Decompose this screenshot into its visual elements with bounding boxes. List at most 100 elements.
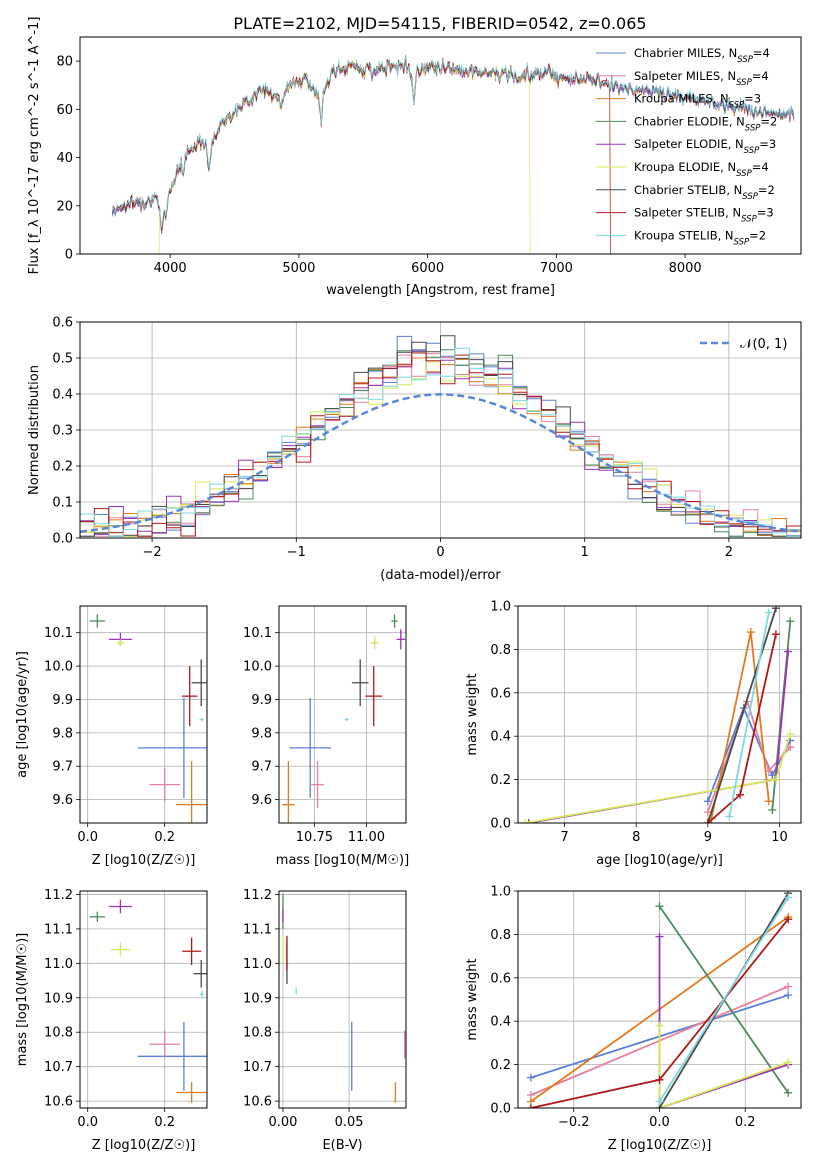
weight-vs-Z-marker — [526, 1073, 535, 1082]
spectrum-ytick-label: 0 — [65, 248, 73, 263]
spectrum-ytick-label: 60 — [56, 103, 73, 118]
mass-vs-Z-point — [110, 942, 131, 957]
weight-vs-Z-ytick-label: 0.4 — [490, 1015, 511, 1030]
mass-vs-Z-point — [137, 1021, 207, 1091]
weight-vs-age-ylabel: mass weight — [465, 673, 480, 755]
weight-vs-Z-xtick-label: 0.2 — [735, 1115, 756, 1130]
spectrum-frame — [79, 36, 802, 255]
reference-legend-label: 𝒩(0, 1) — [740, 337, 787, 352]
age-vs-mass-point — [289, 697, 332, 798]
age-vs-Z-point — [176, 761, 207, 823]
legend-label: Kroupa ELODIE, NSSP=4 — [634, 160, 769, 179]
mass-vs-ebv-xtick-label: 0.05 — [335, 1115, 364, 1130]
weight-vs-age-marker — [703, 819, 712, 823]
mass-vs-Z-point — [89, 911, 106, 922]
mass-vs-Z-xtick-label: 0.2 — [154, 1115, 175, 1130]
residuals-ytick-label: 0.4 — [52, 388, 73, 403]
weight-vs-Z-marker — [784, 991, 793, 1000]
weight-vs-Z-marker — [655, 932, 664, 941]
weight-vs-Z-marker — [655, 1097, 664, 1106]
weight-vs-age-marker — [768, 805, 777, 814]
age-vs-Z-plot-area — [89, 614, 207, 823]
weight-vs-age-line — [728, 612, 770, 817]
weight-vs-age-ytick-label: 0.2 — [490, 773, 511, 788]
weight-vs-Z-xlabel: Z [log10(Z/Z☉)] — [608, 1138, 712, 1153]
mass-vs-Z-ylabel: mass [log10(M/M☉)] — [15, 933, 30, 1066]
spectrum-xlabel: wavelength [Angstrom, rest frame] — [326, 283, 555, 298]
weight-vs-age-xtick-label: 7 — [560, 830, 568, 845]
age-vs-mass-point — [282, 761, 295, 823]
spectrum-ytick-label: 80 — [56, 55, 73, 70]
age-vs-mass-point — [396, 629, 405, 650]
weight-vs-age-panel: 7 8 9 10 0.0 0.2 0.4 0.6 0.8 1.0 age [log10(age/yr… — [465, 600, 802, 868]
mass-vs-Z-frame — [79, 890, 208, 1109]
age-vs-mass-point — [365, 666, 383, 727]
residuals-ytick-label: 0.1 — [52, 496, 73, 511]
mass-vs-Z-plot-area — [89, 899, 207, 1103]
weight-vs-age-marker — [771, 630, 780, 639]
age-vs-Z-frame — [79, 605, 208, 824]
weight-vs-age-marker — [703, 797, 712, 806]
age-vs-mass-ytick-label: 9.8 — [251, 726, 272, 741]
age-vs-mass-point — [344, 717, 349, 722]
residuals-ytick-label: 0.6 — [52, 316, 73, 331]
age-vs-mass-point — [370, 636, 379, 650]
mass-vs-Z-ytick-label: 11.0 — [44, 957, 73, 972]
residuals-hist-kroupa-stelib — [80, 347, 801, 538]
mass-vs-ebv-ytick-label: 10.6 — [243, 1095, 272, 1110]
mass-vs-Z-point — [181, 937, 202, 966]
spectrum-ylabel: Flux [f_λ 10^-17 erg cm^-2 s^-1 A^-1] — [27, 17, 42, 275]
weight-vs-age-marker — [786, 730, 795, 739]
spectrum-plot-area — [111, 55, 795, 254]
weight-vs-Z-xtick-label: 0.0 — [649, 1115, 670, 1130]
legend-label: Chabrier STELIB, NSSP=2 — [634, 183, 775, 202]
residuals-xtick-label: 0 — [436, 545, 444, 560]
age-vs-mass-ytick-label: 10.1 — [243, 626, 272, 641]
age-vs-mass-xlabel: mass [log10(M/M☉)] — [276, 853, 409, 868]
age-vs-Z-ylabel: age [log10(age/yr)] — [15, 651, 30, 778]
mass-vs-ebv-plot-area — [282, 894, 406, 1103]
age-vs-mass-ytick-label: 9.6 — [251, 793, 272, 808]
residuals-xtick-label: 1 — [581, 545, 589, 560]
spectrum-ytick-label: 40 — [56, 151, 73, 166]
weight-vs-age-ytick-label: 0.0 — [490, 817, 511, 832]
mass-vs-ebv-xlabel: E(B-V) — [322, 1138, 362, 1153]
spectrum-xtick-label: 4000 — [154, 261, 187, 276]
weight-vs-age-marker — [784, 647, 793, 656]
weight-vs-Z-marker — [526, 1104, 535, 1108]
weight-vs-Z-ylabel: mass weight — [465, 958, 480, 1040]
mass-vs-ebv-panel: 0.00 0.05 10.6 10.7 10.8 10.9 11.0 11.1 11.2 E(B-… — [243, 888, 407, 1153]
age-vs-mass-panel: 10.75 11.00 9.6 9.7 9.8 9.9 10.0 10.1 mass [log1… — [243, 605, 409, 868]
mass-vs-Z-ytick-label: 10.7 — [44, 1060, 73, 1075]
spectrum-line-kroupa-stelib — [111, 56, 795, 228]
age-vs-mass-point — [351, 659, 369, 707]
mass-vs-Z-xlabel: Z [log10(Z/Z☉)] — [92, 1138, 196, 1153]
weight-vs-age-marker — [736, 790, 745, 799]
residuals-xtick-label: −2 — [143, 545, 162, 560]
weight-vs-age-ytick-label: 0.4 — [490, 730, 511, 745]
age-vs-Z-point — [181, 666, 198, 727]
weight-vs-age-marker — [764, 608, 773, 617]
mass-vs-Z-point — [176, 1082, 207, 1103]
weight-vs-Z-marker — [784, 915, 793, 924]
weight-vs-age-line — [707, 607, 777, 823]
mass-vs-Z-point — [200, 990, 204, 998]
age-vs-Z-point — [137, 697, 207, 798]
mass-vs-Z-ytick-label: 10.9 — [44, 991, 73, 1006]
legend-label: Chabrier ELODIE, NSSP=2 — [634, 114, 777, 133]
age-vs-Z-ytick-label: 9.9 — [52, 693, 73, 708]
figure-title: PLATE=2102, MJD=54115, FIBERID=0542, z=0… — [233, 14, 646, 33]
weight-vs-Z-ytick-label: 0.2 — [490, 1058, 511, 1073]
age-vs-Z-point — [191, 659, 207, 707]
weight-vs-Z-panel: −0.2 0.0 0.2 0.0 0.2 0.4 0.6 0.8 1.0 Z [log10(Z/Z… — [465, 885, 802, 1153]
mass-vs-Z-ytick-label: 11.1 — [44, 922, 73, 937]
age-vs-Z-point — [200, 717, 204, 722]
mass-vs-ebv-frame — [278, 890, 407, 1109]
age-vs-mass-xtick-label: 10.75 — [296, 830, 333, 845]
mass-vs-Z-point — [149, 1030, 181, 1059]
spectrum-xtick-label: 6000 — [411, 261, 444, 276]
weight-vs-age-ytick-label: 0.6 — [490, 686, 511, 701]
weight-vs-Z-line — [658, 897, 789, 1102]
spectrum-ytick-label: 20 — [56, 199, 73, 214]
